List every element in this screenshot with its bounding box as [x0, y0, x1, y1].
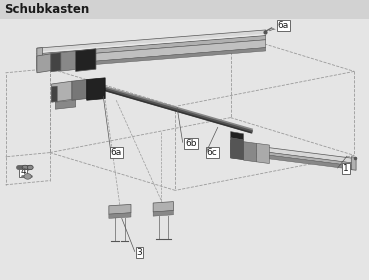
Polygon shape	[37, 34, 266, 53]
Text: Schubkasten: Schubkasten	[4, 3, 90, 16]
Polygon shape	[37, 40, 266, 66]
Text: 6b: 6b	[185, 139, 197, 148]
Polygon shape	[231, 148, 352, 166]
Polygon shape	[87, 78, 105, 100]
Polygon shape	[351, 157, 356, 170]
Circle shape	[22, 165, 28, 170]
Polygon shape	[55, 100, 76, 109]
Polygon shape	[37, 48, 42, 71]
Text: 4: 4	[20, 167, 26, 176]
Polygon shape	[231, 138, 244, 160]
Polygon shape	[37, 48, 266, 69]
Polygon shape	[72, 80, 87, 100]
Polygon shape	[153, 211, 173, 216]
Bar	[0, 0, 369, 19]
Polygon shape	[37, 30, 266, 54]
Polygon shape	[231, 132, 244, 140]
Polygon shape	[231, 143, 352, 163]
Text: 6a: 6a	[111, 148, 122, 157]
Text: 6c: 6c	[207, 148, 218, 157]
Circle shape	[27, 165, 33, 170]
Polygon shape	[51, 53, 61, 72]
Polygon shape	[231, 140, 244, 160]
Text: 6a: 6a	[278, 21, 289, 30]
Polygon shape	[109, 204, 131, 214]
Polygon shape	[153, 202, 173, 212]
Polygon shape	[61, 51, 76, 71]
Circle shape	[24, 174, 31, 179]
Polygon shape	[37, 36, 266, 58]
Polygon shape	[244, 142, 256, 162]
Polygon shape	[76, 49, 96, 71]
Polygon shape	[52, 81, 72, 102]
Polygon shape	[52, 86, 57, 102]
Text: 3: 3	[137, 248, 142, 257]
Polygon shape	[231, 150, 352, 169]
Polygon shape	[37, 54, 51, 73]
Polygon shape	[109, 213, 131, 218]
Text: 1: 1	[343, 164, 349, 173]
Polygon shape	[256, 143, 269, 164]
